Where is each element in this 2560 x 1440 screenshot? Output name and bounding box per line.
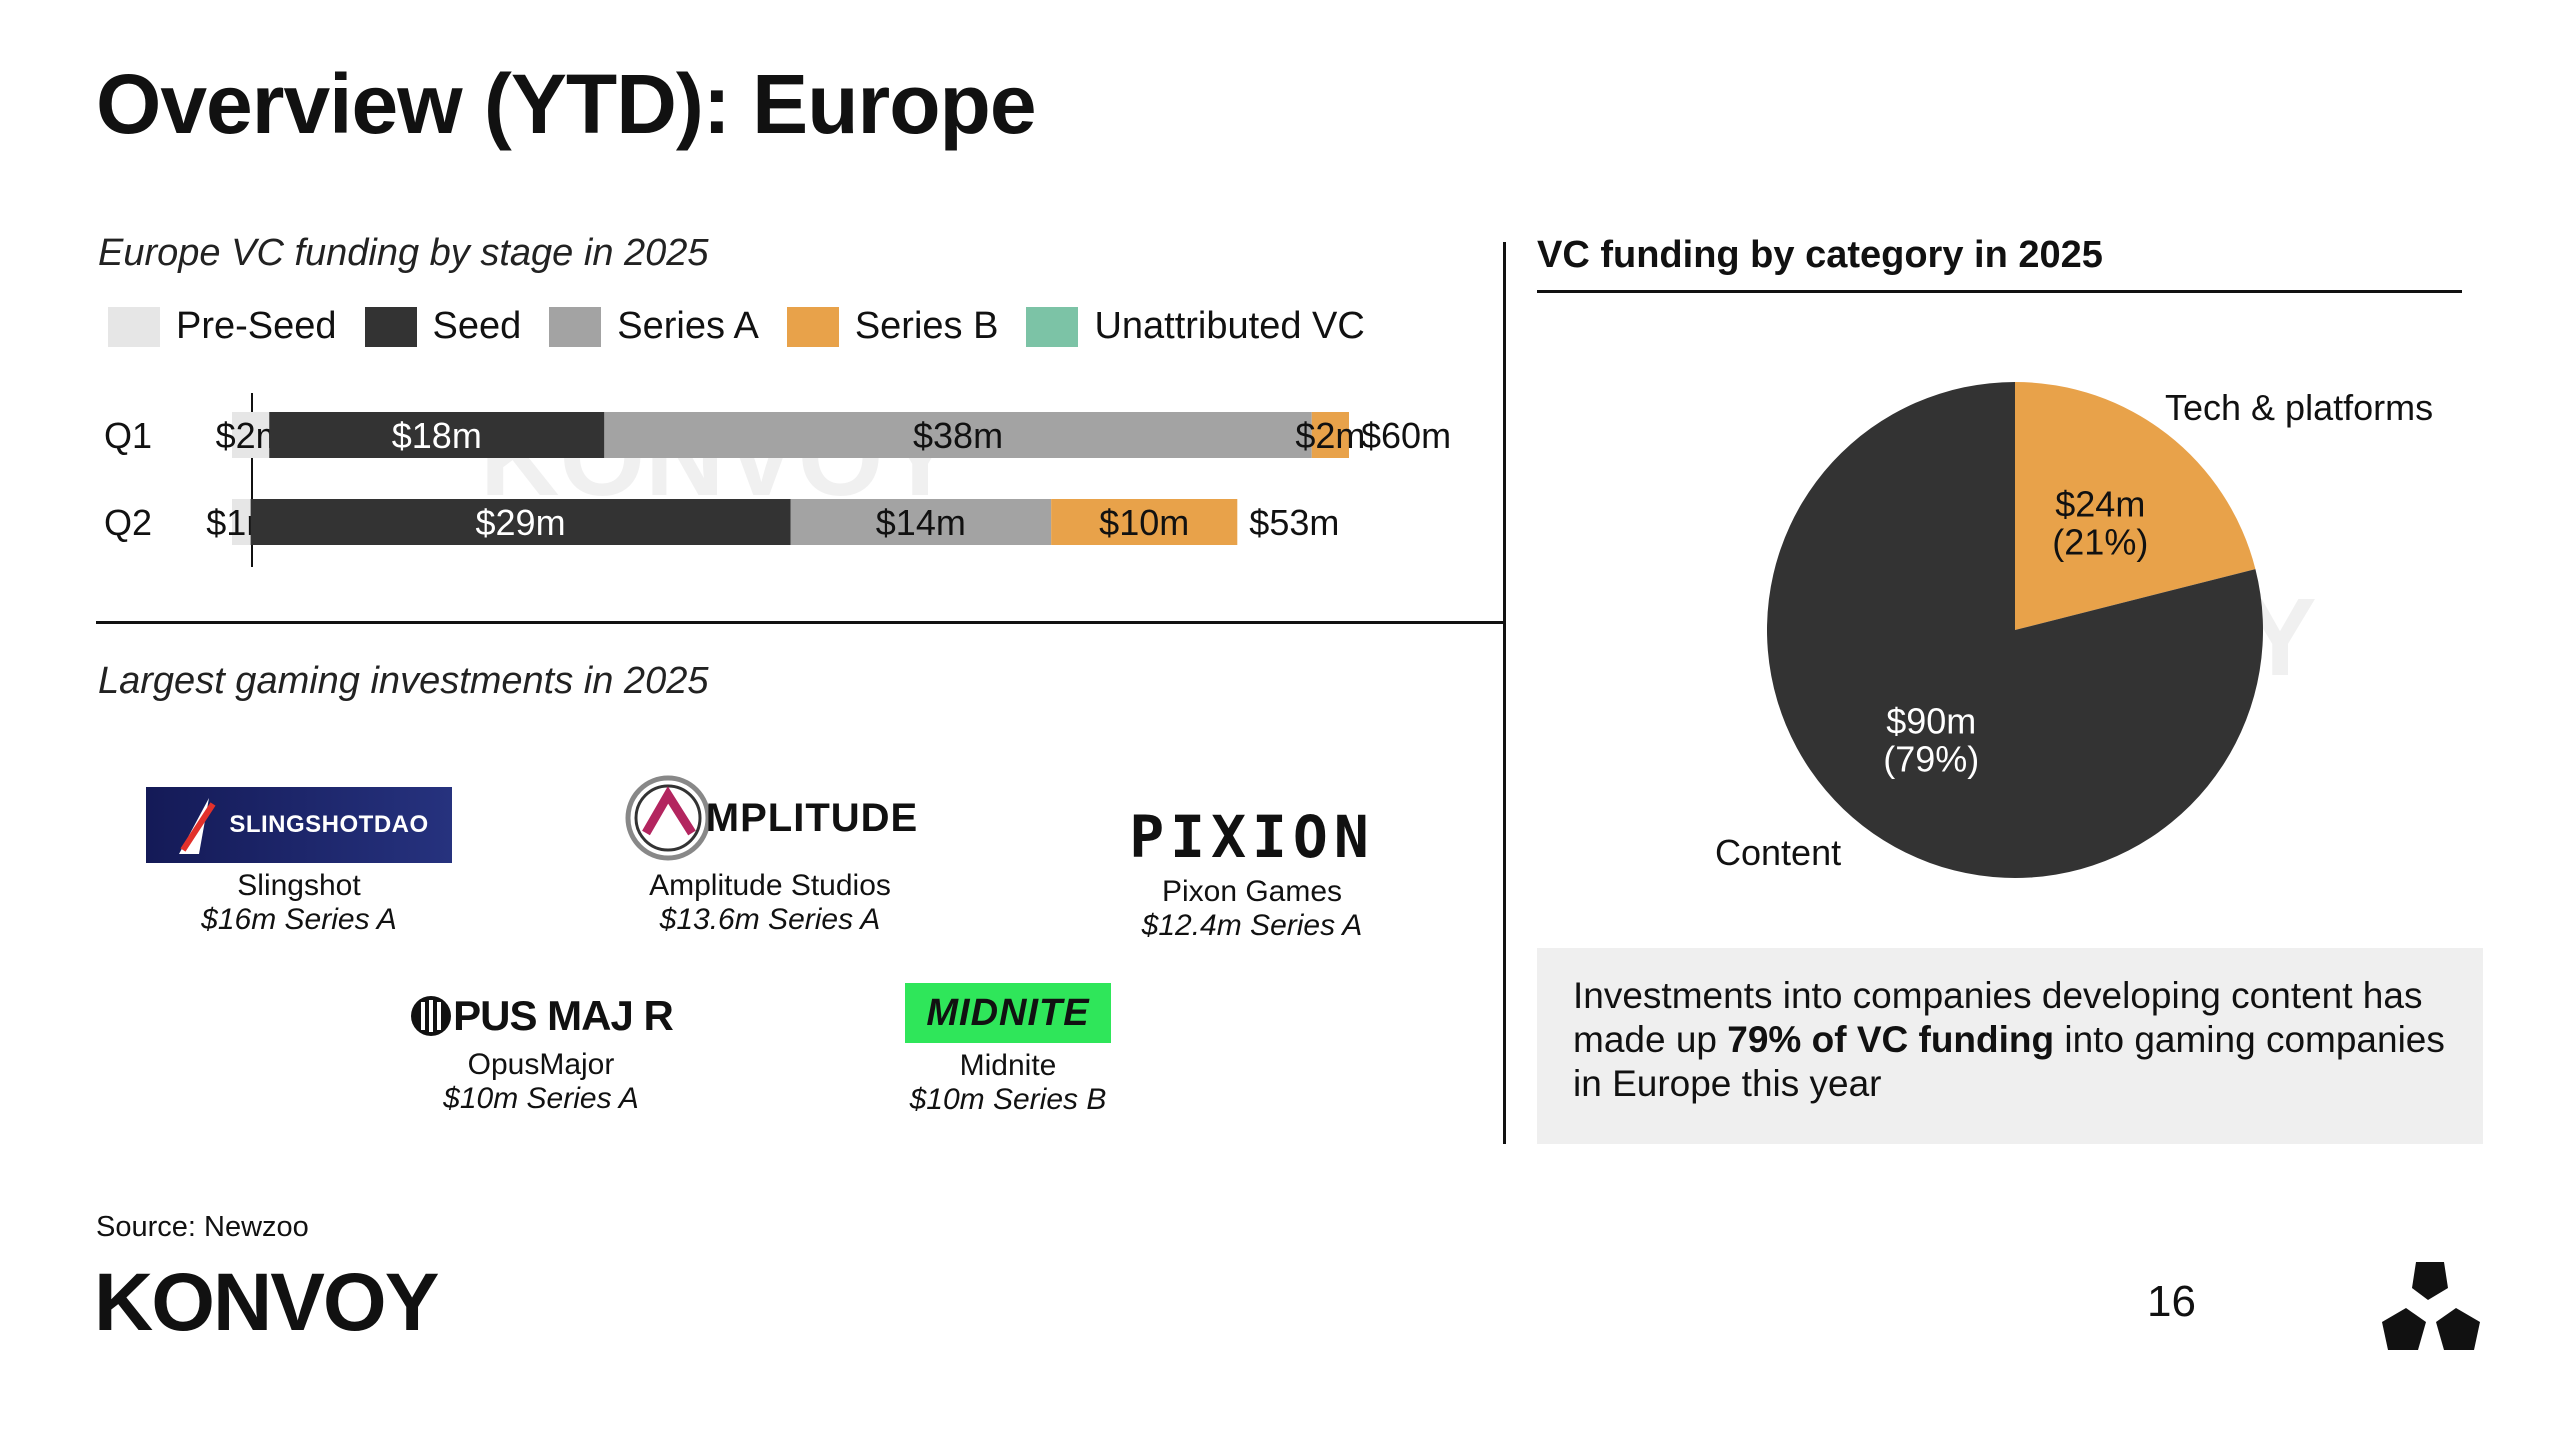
bar-value-label: $18m [392, 415, 482, 456]
legend-swatch [549, 306, 602, 347]
investment-pixion: PIXION Pixon Games $12.4m Series A [1092, 803, 1412, 943]
legend-item-unattributed-vc: Unattributed VC [1026, 305, 1365, 348]
slingshot-logo-text: SLINGSHOTDAO [229, 811, 429, 838]
investment-opusmajor: PUS MAJ R OpusMajor $10m Series A [376, 990, 706, 1116]
bar-category-label: Q1 [104, 415, 152, 456]
pie-percent-label: (79%) [1883, 739, 1979, 780]
investment-midnite: MIDNITE Midnite $10m Series B [878, 983, 1138, 1117]
category-pie-chart: KONVOY$24m(21%)Tech & platforms$90m(79%)… [1715, 382, 2433, 878]
brand-logo: KONVOY [94, 1257, 439, 1348]
insight-callout: Investments into companies developing co… [1537, 948, 2483, 1144]
insight-highlight: 79% of VC funding [1727, 1019, 2055, 1060]
bar-segment-series-b [1051, 499, 1238, 545]
investment-amplitude: MPLITUDE Amplitude Studios $13.6m Series… [610, 773, 930, 937]
investment-name: Amplitude Studios [649, 869, 891, 902]
legend-swatch [1026, 306, 1079, 347]
bar-segment-seed [269, 412, 605, 458]
konvoy-mark-icon [2382, 1262, 2480, 1350]
stage-chart-title: Europe VC funding by stage in 2025 [98, 232, 709, 274]
bar-segment-pre-seed [232, 499, 251, 545]
amplitude-logo: MPLITUDE [622, 773, 918, 863]
pixion-logo: PIXION [1129, 803, 1375, 871]
page-title: Overview (YTD): Europe [96, 57, 1037, 151]
bar-value-label: $2m [1295, 415, 1365, 456]
category-chart-title: VC funding by category in 2025 [1537, 234, 2103, 276]
opusmajor-disc-icon [411, 996, 452, 1036]
legend-item-pre-seed: Pre-Seed [108, 305, 337, 348]
bar-value-label: $29m [476, 502, 566, 543]
pixion-logo-text: PIXION [1129, 803, 1375, 871]
opusmajor-logo-text: PUS MAJ R [453, 992, 674, 1039]
section-divider [96, 621, 1505, 624]
legend-item-series-a: Series A [549, 305, 759, 348]
pie-value-label: $90m [1886, 701, 1976, 742]
bar-segment-pre-seed [232, 412, 270, 458]
investment-deal: $10m Series B [909, 1083, 1107, 1116]
bar-category-label: Q2 [104, 502, 152, 543]
pie-percent-label: (21%) [2052, 521, 2148, 562]
stage-chart-legend: Pre-Seed Seed Series A Series B Unattrib… [108, 305, 1393, 348]
pie-slice-name: Content [1715, 832, 1841, 873]
bar-total-label: $60m [1361, 415, 1451, 456]
legend-label: Series A [617, 305, 759, 347]
bar-segment-seed [250, 499, 791, 545]
insight-text-suffix: into gaming companies in Europe this yea… [1573, 1019, 2445, 1104]
bar-segment-series-a [790, 499, 1052, 545]
legend-swatch [364, 306, 417, 347]
category-title-rule [1537, 290, 2462, 293]
insight-text-prefix: Investments into companies developing co… [1573, 975, 2423, 1060]
legend-swatch [786, 306, 839, 347]
bar-value-label: $38m [913, 415, 1003, 456]
investment-name: OpusMajor [467, 1048, 615, 1081]
slingshot-mark-icon [179, 798, 216, 854]
legend-label: Pre-Seed [176, 305, 337, 347]
legend-label: Series B [854, 305, 999, 347]
bar-segment-series-b [1311, 412, 1349, 458]
source-note: Source: Newzoo [96, 1211, 309, 1243]
bar-total-label: $53m [1249, 502, 1339, 543]
pie-value-label: $24m [2055, 483, 2145, 524]
bar-value-label: $10m [1099, 502, 1189, 543]
insight-text: Investments into companies developing co… [1573, 974, 2453, 1106]
amplitude-mark-icon [625, 775, 711, 861]
legend-swatch [108, 306, 160, 347]
slingshot-logo: SLINGSHOTDAO [146, 787, 452, 863]
stage-bar-chart: KONVOYQ1$2m$18m$38m$2m$60mQ2$1m$29m$14m$… [104, 393, 1451, 567]
investment-deal: $13.6m Series A [659, 903, 881, 936]
investment-deal: $10m Series A [443, 1082, 639, 1115]
bar-segment-series-a [604, 412, 1312, 458]
pie-slice-name: Tech & platforms [2165, 387, 2433, 428]
pie-slice-tech-platforms [2015, 382, 2256, 630]
amplitude-logo-text: MPLITUDE [705, 795, 919, 840]
legend-item-series-b: Series B [786, 305, 999, 348]
legend-label: Unattributed VC [1094, 305, 1365, 347]
column-divider [1503, 242, 1506, 1144]
investment-name: Midnite [959, 1049, 1057, 1082]
legend-item-seed: Seed [364, 305, 522, 348]
investment-name: Slingshot [237, 869, 361, 902]
investment-deal: $16m Series A [201, 903, 397, 936]
pie-slice-content [1767, 382, 2263, 878]
midnite-logo: MIDNITE [905, 983, 1111, 1043]
midnite-logo-text: MIDNITE [926, 991, 1090, 1034]
investment-name: Pixon Games [1161, 875, 1343, 908]
investment-slingshot: SLINGSHOTDAO Slingshot $16m Series A [146, 787, 452, 937]
legend-label: Seed [432, 305, 522, 347]
opusmajor-logo: PUS MAJ R [409, 990, 674, 1042]
investments-title: Largest gaming investments in 2025 [98, 660, 709, 702]
bar-value-label: $14m [876, 502, 966, 543]
page-number: 16 [2147, 1277, 2196, 1326]
investment-deal: $12.4m Series A [1141, 909, 1363, 942]
